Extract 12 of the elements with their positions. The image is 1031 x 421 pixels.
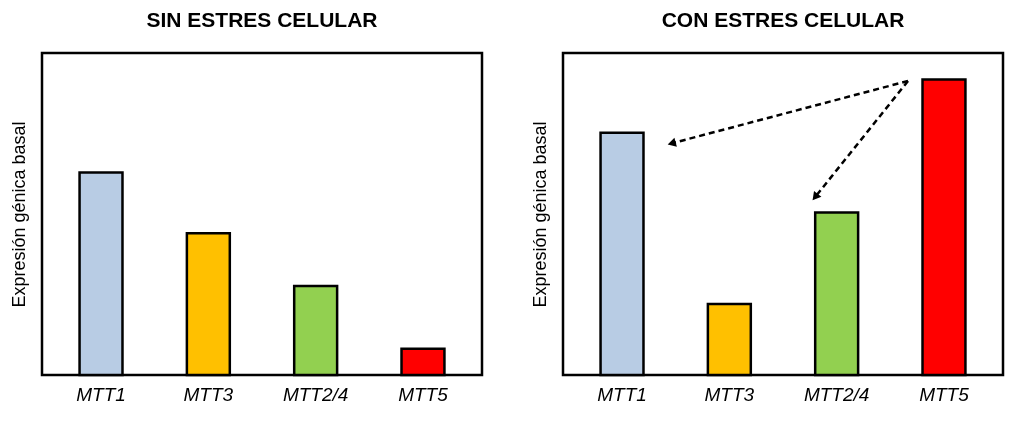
x-tick-label: MTT3 bbox=[183, 383, 234, 405]
y-axis-title: Expresión génica basal bbox=[529, 121, 550, 308]
x-tick-label: MTT1 bbox=[76, 383, 126, 405]
x-tick-label: MTT2/4 bbox=[803, 383, 870, 405]
chart-title: SIN ESTRES CELULAR bbox=[146, 8, 378, 31]
x-tick-label: MTT5 bbox=[398, 383, 449, 405]
x-tick-label: MTT1 bbox=[597, 383, 647, 405]
y-axis-title: Expresión génica basal bbox=[8, 121, 29, 308]
x-tick-label: MTT2/4 bbox=[282, 383, 349, 405]
chart-title: CON ESTRES CELULAR bbox=[661, 8, 905, 31]
x-tick-label: MTT3 bbox=[704, 383, 755, 405]
x-tick-label: MTT5 bbox=[919, 383, 970, 405]
